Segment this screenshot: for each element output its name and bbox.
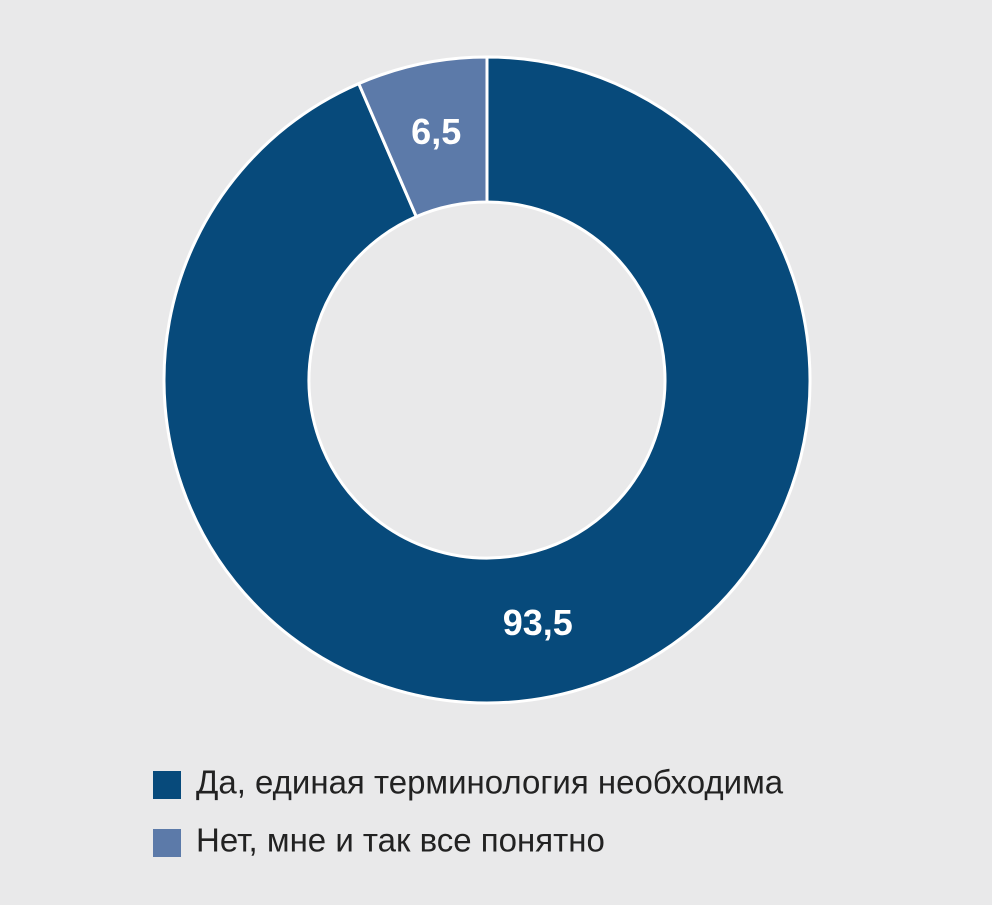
- donut-slice: [162, 55, 812, 705]
- legend-swatch: [153, 771, 181, 799]
- value-label: 93,5: [503, 602, 573, 643]
- value-label: 6,5: [411, 111, 461, 152]
- donut-slice: [356, 55, 489, 219]
- legend-swatch: [153, 829, 181, 857]
- legend-label: Нет, мне и так все понятно: [196, 822, 605, 859]
- legend-label: Да, единая терминология необходима: [196, 764, 784, 801]
